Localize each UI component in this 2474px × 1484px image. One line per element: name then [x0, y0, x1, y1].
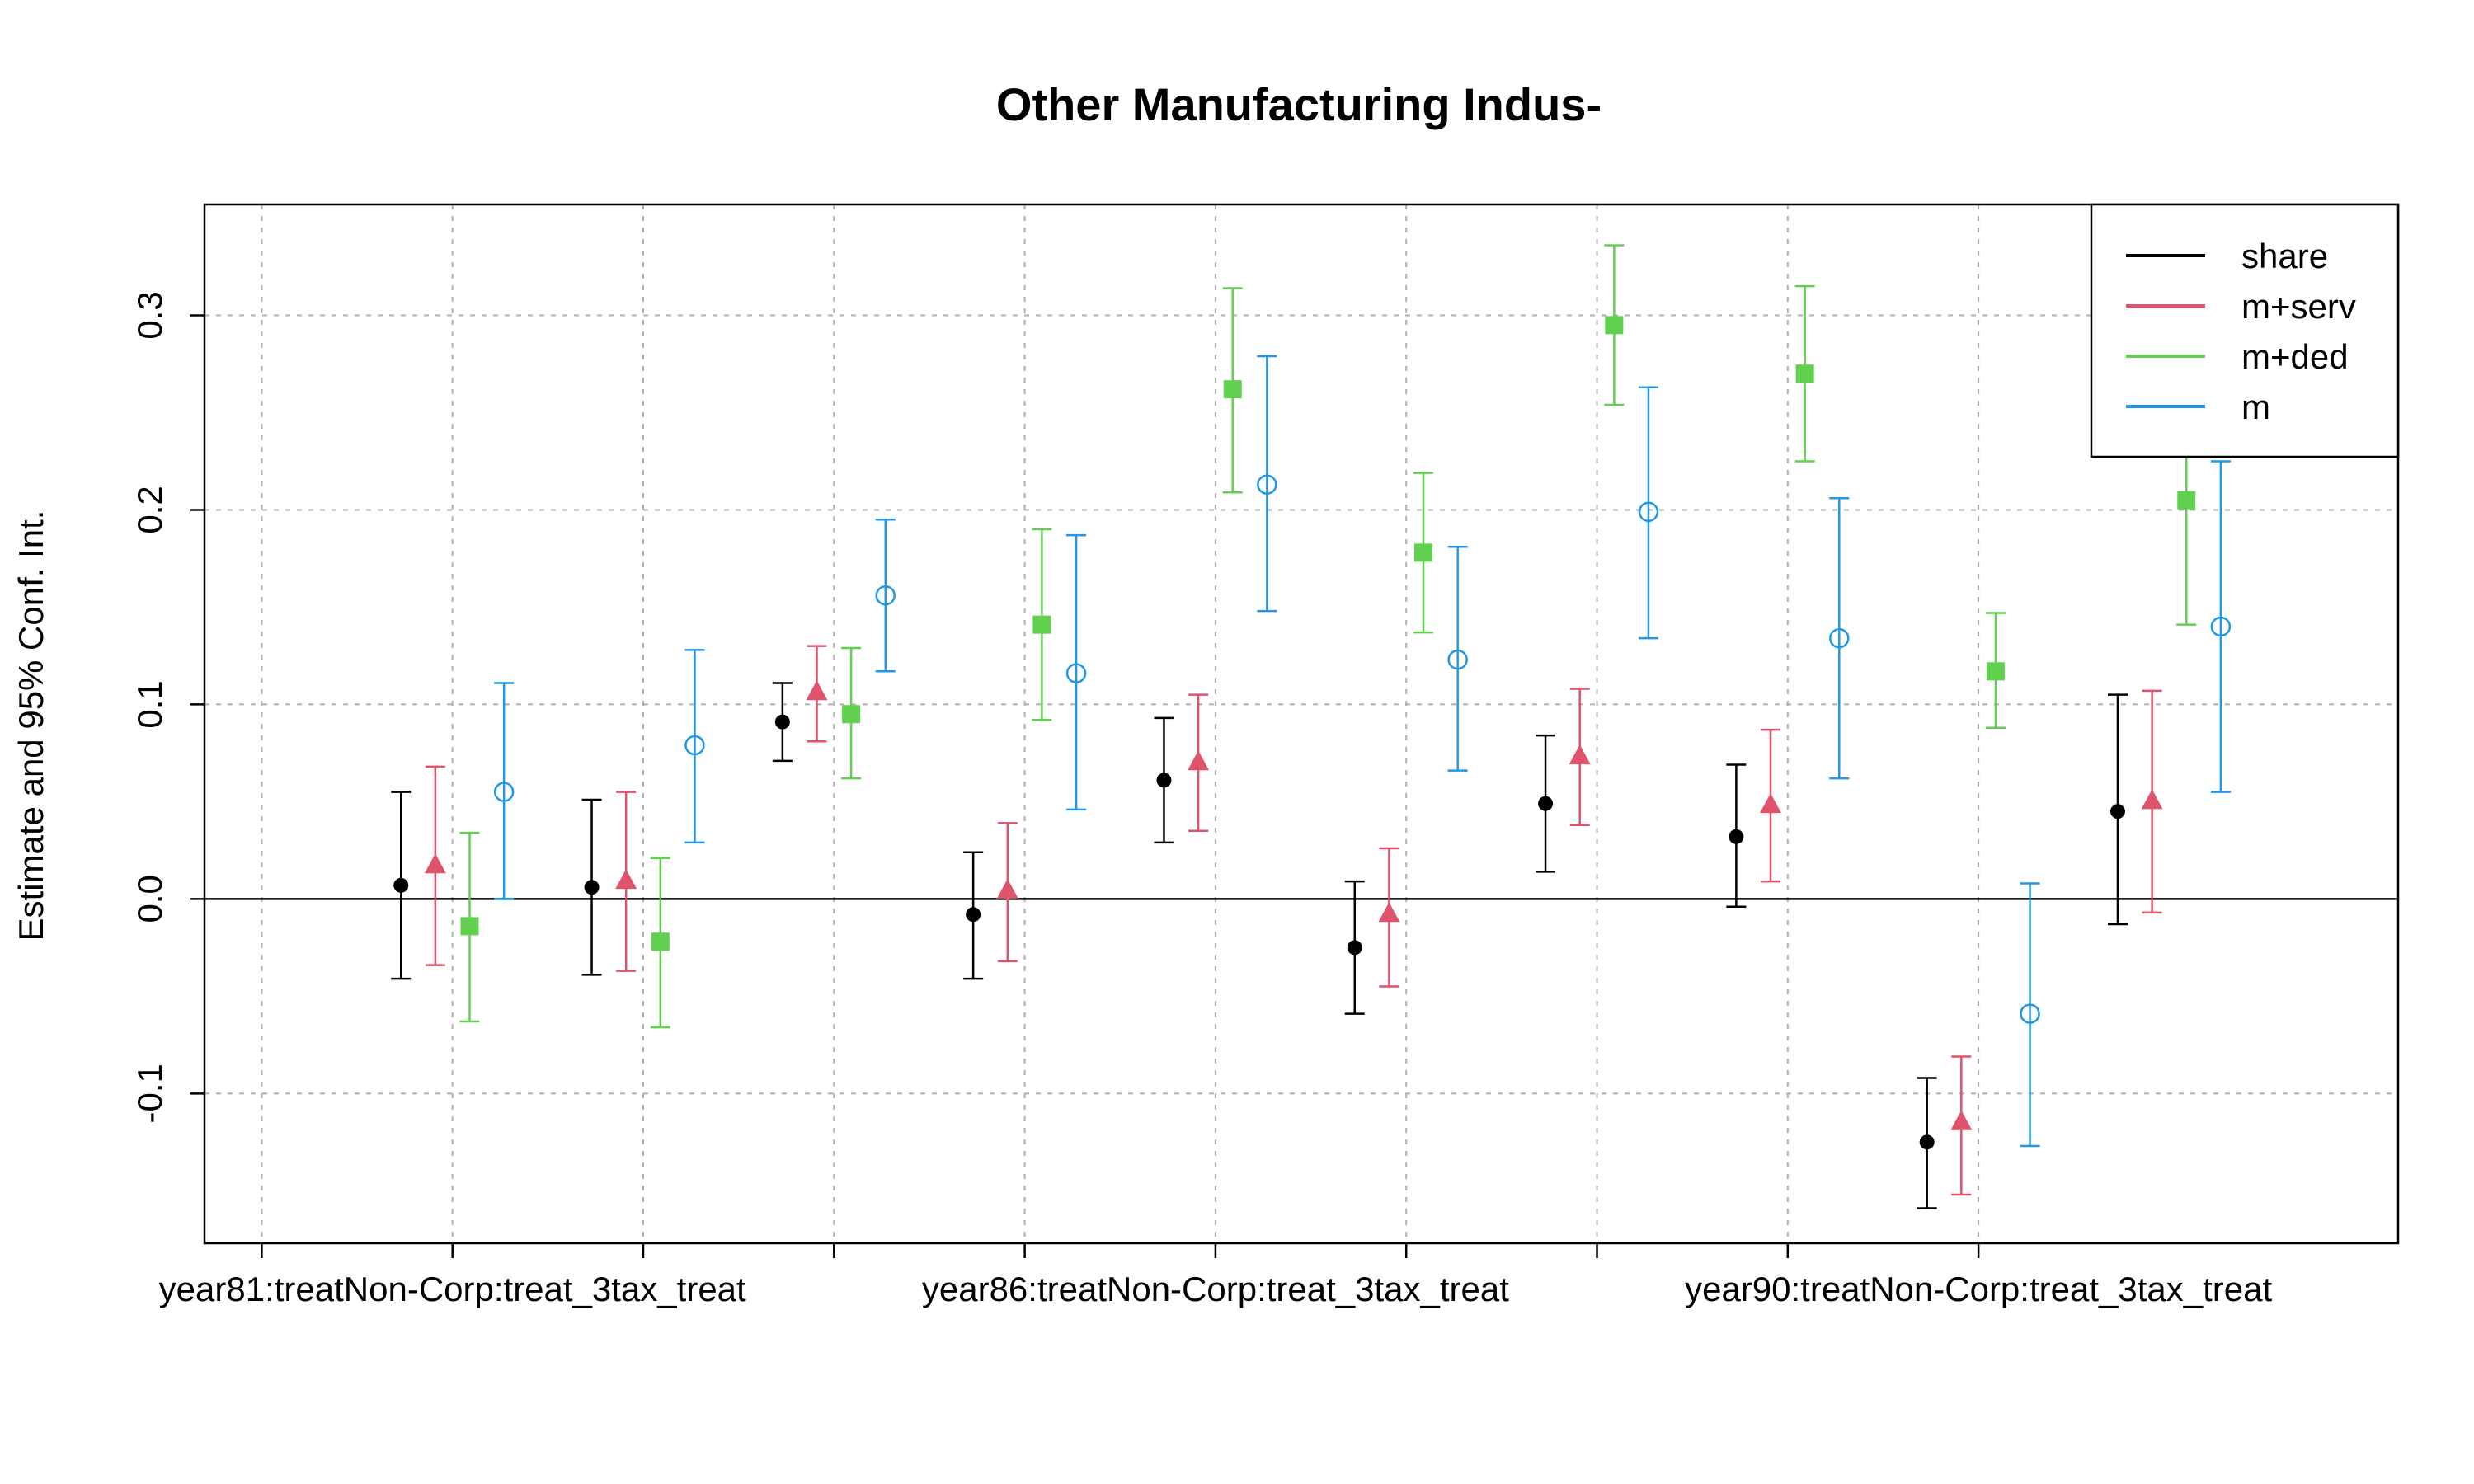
point [1032, 615, 1051, 634]
series-m+ded [459, 244, 2197, 1029]
y-tick-label: 0.2 [130, 486, 169, 533]
point [1347, 940, 1362, 956]
point [493, 782, 515, 802]
legend-label: m [2241, 387, 2270, 426]
point [1065, 663, 1087, 683]
point [2109, 804, 2125, 819]
point [774, 714, 790, 730]
chart-title: Other Manufacturing Indus- [996, 78, 1602, 130]
point [1569, 744, 1591, 765]
axes-layer: -0.1 0.0 0.1 0.2 0.3 year81:treatNon-Corp:tre… [130, 203, 2400, 1308]
point [1257, 474, 1277, 495]
point [842, 705, 861, 724]
point [1986, 662, 2005, 681]
legend: share m+serv m+ded m [2090, 203, 2400, 458]
grid-layer [205, 204, 2398, 1243]
point [1223, 380, 1242, 399]
point [1605, 316, 1624, 335]
y-tick-label: 0.1 [130, 680, 169, 728]
legend-label: m+serv [2241, 287, 2356, 326]
point [1795, 364, 1814, 383]
point [806, 680, 828, 701]
point [1156, 773, 1172, 788]
point [424, 853, 446, 874]
plot-frame [203, 203, 2400, 1245]
y-tick-label: 0.3 [130, 291, 169, 339]
point [460, 917, 479, 936]
series-m+serv [424, 645, 2163, 1196]
point [1447, 649, 1468, 670]
point [1378, 902, 1400, 923]
x-tick-label: year81:treatNon-Corp:treat_3tax_treat [159, 1270, 746, 1308]
legend-label: m+ded [2241, 337, 2349, 376]
legend-label: share [2241, 237, 2328, 275]
point [1414, 543, 1433, 562]
series-share [391, 682, 2128, 1209]
point [1729, 829, 1744, 844]
y-tick-label: 0.0 [130, 875, 169, 923]
marks-layer [391, 244, 2232, 1209]
x-tick-label: year90:treatNon-Corp:treat_3tax_treat [1685, 1270, 2272, 1308]
point [2177, 491, 2196, 510]
point [1760, 793, 1782, 814]
series-m [493, 355, 2232, 1148]
point [2141, 789, 2163, 810]
point [966, 907, 981, 923]
point [584, 880, 600, 895]
point [2020, 1003, 2040, 1024]
y-axis-label: Estimate and 95% Conf. Int. [12, 510, 50, 942]
legend-box [2090, 203, 2400, 458]
point [996, 878, 1018, 899]
point [684, 735, 705, 756]
point [875, 585, 896, 606]
point [1829, 627, 1850, 649]
point [1188, 750, 1210, 771]
y-tick-label: -0.1 [130, 1064, 169, 1123]
point [1538, 796, 1554, 811]
x-tick-label: year86:treatNon-Corp:treat_3tax_treat [922, 1270, 1509, 1308]
point [615, 869, 637, 890]
point [1919, 1134, 1935, 1150]
point [2210, 616, 2232, 637]
point [651, 932, 670, 951]
point [1950, 1110, 1973, 1130]
point [393, 877, 409, 893]
point [1638, 501, 1659, 523]
